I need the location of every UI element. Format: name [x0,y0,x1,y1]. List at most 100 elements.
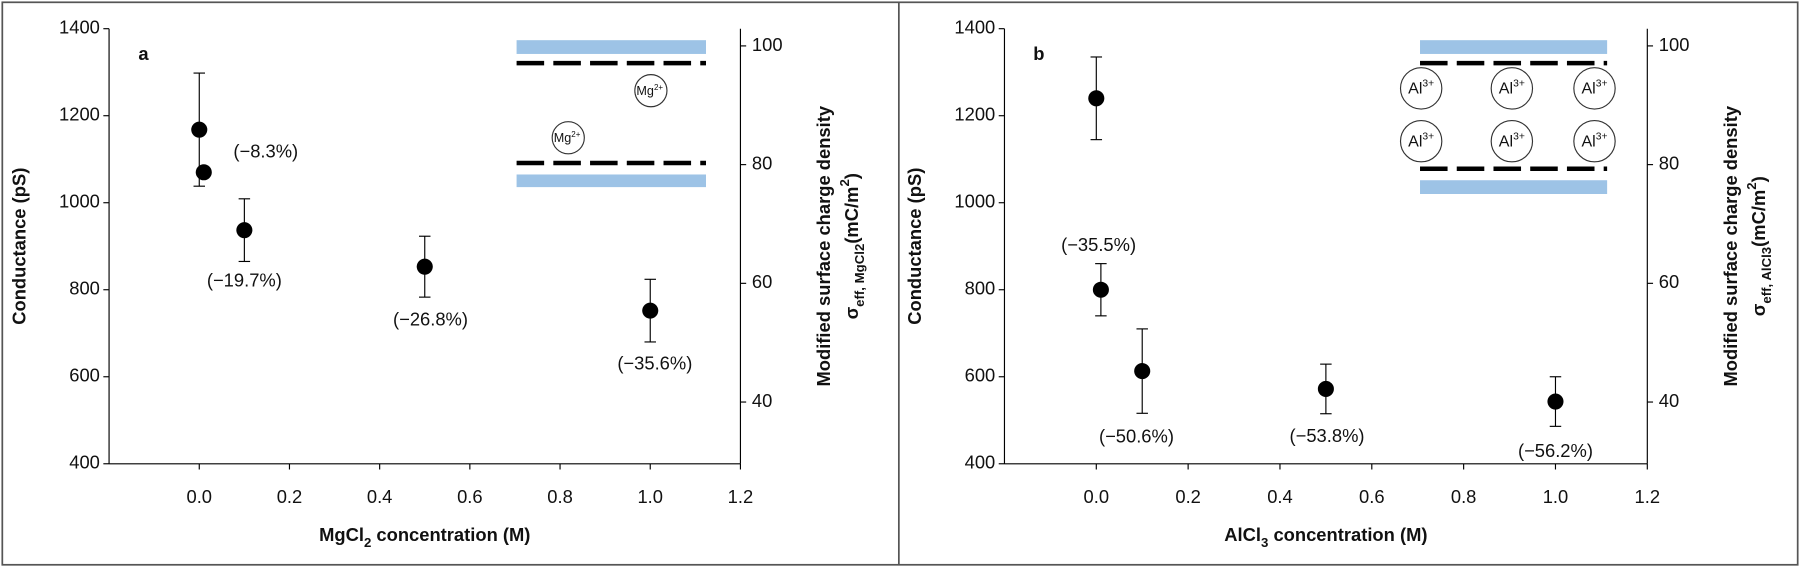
point-label: (−56.2%) [1518,440,1593,461]
label-part: concentration (M) [371,524,530,545]
charge: 3+ [1422,79,1434,90]
x-tick-label: 1.2 [728,486,754,507]
point [195,164,212,181]
ion-label: Mg2+ [554,130,581,146]
ion-label: Al3+ [1499,132,1525,151]
x-axis-label: MgCl2 concentration (M) [319,524,530,550]
ion-circle [1573,67,1616,110]
point [1317,380,1334,397]
y-tick-label: 400 [69,452,100,473]
wall [516,40,706,54]
point [236,222,253,239]
y-tick-label: 600 [69,365,100,386]
x-tick-label: 0.2 [277,486,303,507]
label-part: 2 [837,179,852,186]
point-label: (−50.6%) [1099,426,1174,447]
point [1547,393,1564,410]
ion-circle [1399,119,1443,163]
inset-a: Mg2+ Mg2+ [516,40,706,188]
charge: 2+ [654,82,663,91]
point-label: (−35.6%) [617,352,692,373]
label-part: 3 [1261,535,1268,550]
point-label: (−8.3%) [233,141,298,162]
ion-circle [551,121,585,155]
ion-label: Al3+ [1581,79,1607,98]
y-tick-label: 1400 [954,17,995,38]
label-part: σ [1748,303,1769,316]
label-part: 3 [1759,247,1774,254]
y2-axis-label-2: σeff, AlCl3(mC/m2) [1744,176,1774,316]
point [1134,363,1151,380]
panel-label: b [1033,43,1044,64]
y-tick-label: 400 [965,452,996,473]
point-label: (−26.8%) [393,308,468,329]
wall [1420,180,1608,195]
label-part: σ [841,306,862,319]
point [191,121,208,138]
label-part: ) [1748,176,1769,182]
ion: Mg [554,131,572,145]
x-tick-label: 0.4 [1267,486,1293,507]
label-part: 2 [852,244,867,251]
ion-circle [634,74,668,108]
ion-circle [1490,119,1534,163]
ion: Al [1408,133,1422,151]
x-tick-label: 1.0 [1543,486,1569,507]
x-tick-label: 1.2 [1635,486,1661,507]
y-tick-label: 800 [965,278,996,299]
y-tick-label: 1200 [59,104,100,125]
charge: 3+ [1513,79,1525,90]
ion: Al [1408,80,1422,98]
x-tick-label: 0.6 [1359,486,1385,507]
x-tick-label: 0.6 [457,486,483,507]
y2-axis-label: Modified surface charge density [813,105,834,386]
y-tick-label: 1200 [954,104,995,125]
point-label: (−19.7%) [207,270,282,291]
charge: 3+ [1513,132,1525,143]
x-tick-label: 0.0 [186,486,212,507]
ion-circle [1573,119,1616,163]
point-label: (−35.5%) [1061,234,1136,255]
point [416,258,433,275]
ion-label: Al3+ [1499,79,1525,98]
point-label: (−53.8%) [1290,425,1365,446]
ion-label: Al3+ [1581,132,1607,151]
ion: Al [1581,133,1595,151]
x-tick-label: 0.2 [1175,486,1201,507]
ion-circle [1399,67,1443,110]
y2-axis-label: Modified surface charge density [1720,105,1741,386]
ion: Al [1581,80,1595,98]
label-part: ) [841,173,862,179]
label-part: (mC/m [1748,190,1769,247]
y-axis-label: Conductance (pS) [9,168,30,325]
charge: 3+ [1596,132,1608,143]
point [1088,90,1105,107]
y2-tick-label: 40 [1659,390,1679,411]
ion-label: Al3+ [1408,79,1434,98]
ion: Al [1499,80,1513,98]
y2-tick-label: 40 [752,390,772,411]
wall [516,174,706,188]
x-tick-label: 0.8 [547,486,573,507]
y2-tick-label: 100 [1659,34,1690,55]
y2-tick-label: 80 [1659,152,1679,173]
ion: Mg [636,84,654,98]
panel-label: a [138,43,149,64]
label-part: (mC/m [841,187,862,244]
charge: 2+ [571,130,580,139]
y-tick-label: 1400 [59,17,100,38]
charge: 3+ [1422,132,1434,143]
label-part: MgCl [319,524,364,545]
x-tick-label: 1.0 [637,486,663,507]
label-part: 2 [1744,182,1759,189]
y2-tick-label: 60 [752,271,772,292]
ion-label: Mg2+ [636,82,663,98]
wall [1420,40,1608,54]
label-part: 2 [364,535,371,550]
charge: 3+ [1596,79,1608,90]
y-tick-label: 800 [69,278,100,299]
y-tick-label: 1000 [954,191,995,212]
label-part: eff, MgCl [852,251,867,307]
